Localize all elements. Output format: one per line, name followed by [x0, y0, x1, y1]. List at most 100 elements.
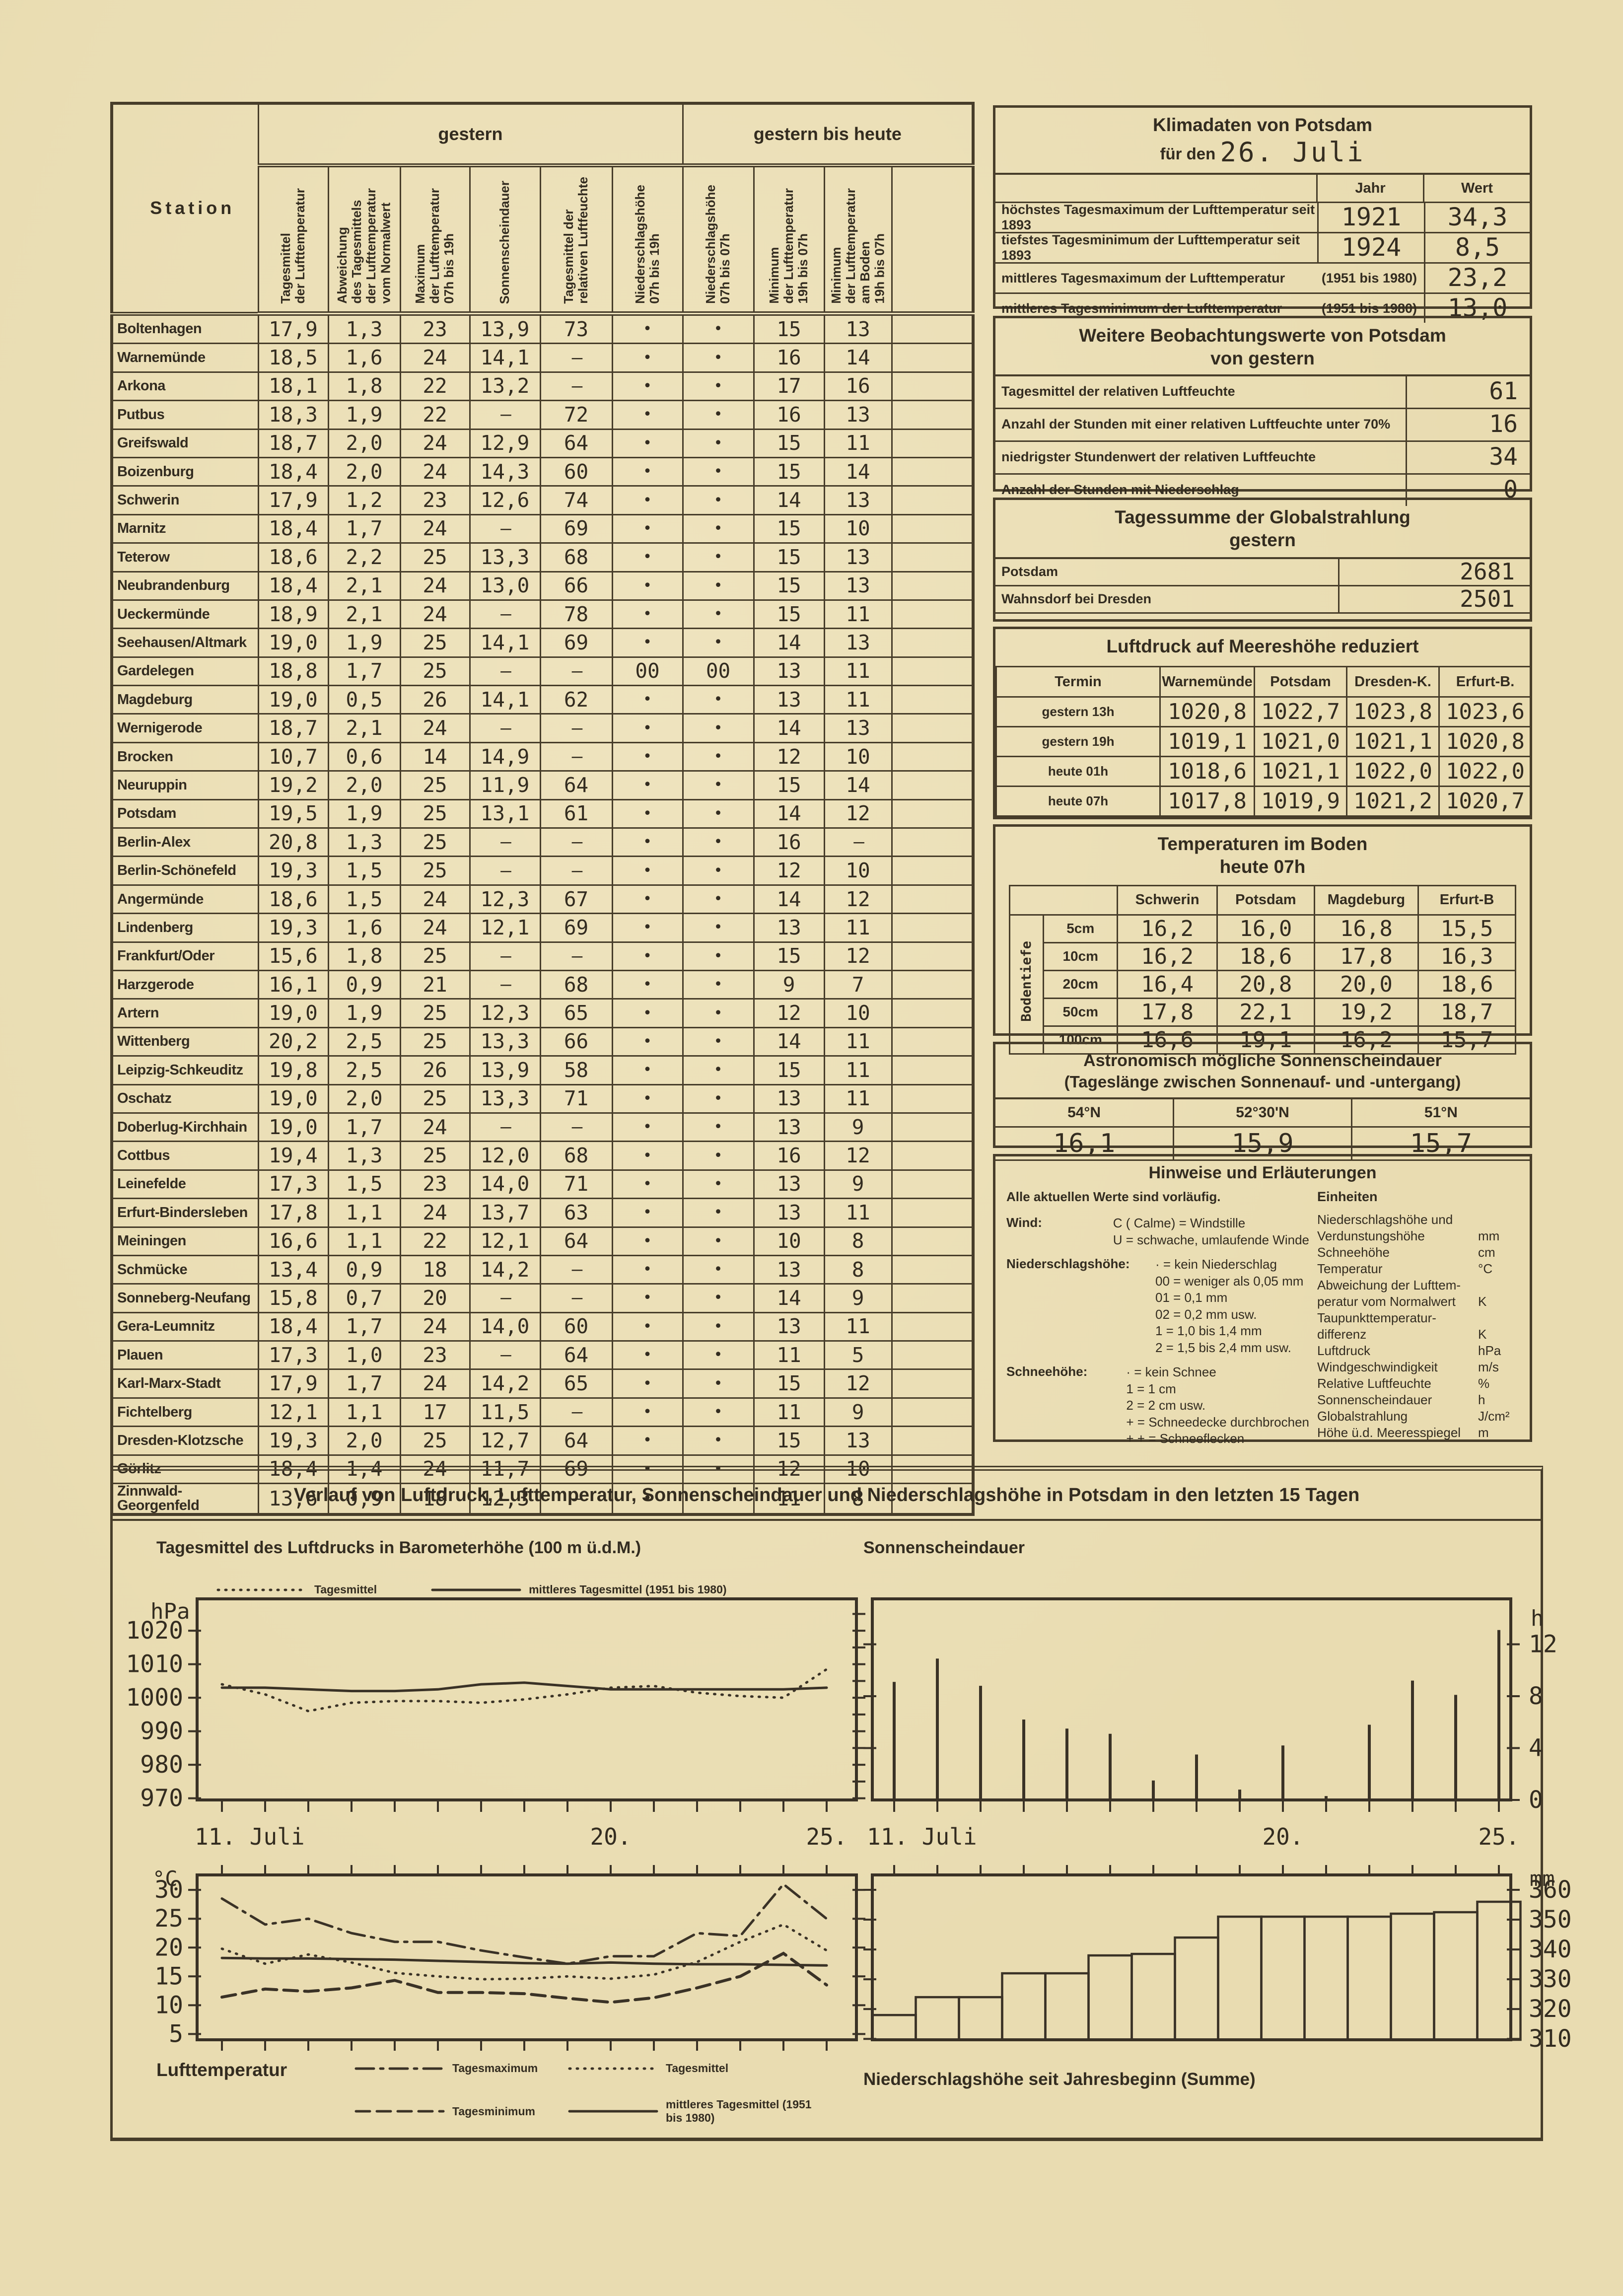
- value-cell: –: [539, 941, 613, 971]
- y-tick-label: 8: [1529, 1682, 1543, 1710]
- table-row: Greifswald 18,7 2,0 24 12,9 64 • • 15 11: [111, 428, 974, 458]
- station-cell: Magdeburg: [111, 685, 259, 715]
- value-cell: 13: [823, 571, 893, 601]
- value-cell: 25: [399, 770, 471, 800]
- station-cell: Fichtelberg: [111, 1397, 259, 1428]
- empty-cell: [891, 628, 974, 658]
- value-cell: 25: [399, 542, 471, 573]
- table-row: Oschatz 19,0 2,0 25 13,3 71 • • 13 11: [111, 1083, 974, 1114]
- bodentemperatur-title-line1: Temperaturen im Boden: [1157, 834, 1368, 854]
- value-cell: 2,1: [327, 571, 401, 601]
- value-cell: 17,8: [257, 1198, 329, 1228]
- value-cell: •: [611, 400, 684, 430]
- globalstrahlung-label: Wahnsdorf bei Dresden: [1001, 591, 1152, 606]
- value-cell: •: [682, 400, 755, 430]
- empty-cell: [891, 685, 974, 715]
- value-cell: 15: [753, 571, 825, 601]
- value-cell: 71: [539, 1083, 613, 1114]
- table-row: Neuruppin 19,2 2,0 25 11,9 64 • • 15 14: [111, 770, 974, 800]
- boden-value: 16,3: [1417, 941, 1517, 971]
- value-cell: –: [539, 1397, 613, 1428]
- value-cell: •: [611, 456, 684, 487]
- hinweise-block-defs: C ( Calme) = Windstille U = schwache, uml…: [1113, 1215, 1309, 1248]
- boden-row: 100cm 16,6 19,1 16,2 15,7: [1009, 1025, 1517, 1055]
- column-header-label: Minimum der Lufttemperatur am Boden 19h …: [828, 188, 887, 304]
- y-tick-label: 30: [154, 1876, 183, 1904]
- value-cell: 14: [399, 741, 471, 772]
- series-solid: [220, 1956, 828, 1967]
- beobachtungswerte-title: Weitere Beobachtungswerte von Potsdam vo…: [995, 318, 1530, 370]
- value-cell: 15,6: [257, 941, 329, 971]
- value-cell: •: [682, 542, 755, 573]
- value-cell: 25: [399, 656, 471, 687]
- value-cell: 61: [539, 798, 613, 829]
- value-cell: 1,8: [327, 941, 401, 971]
- column-header-label: Sonnenscheindauer: [497, 180, 512, 304]
- empty-cell: [891, 969, 974, 1000]
- hinweise-def: 2 = 1,5 bis 2,4 mm usw.: [1155, 1340, 1291, 1355]
- value-cell: 18,6: [257, 542, 329, 573]
- value-cell: 25: [399, 856, 471, 886]
- boden-value: 15,7: [1417, 1025, 1517, 1055]
- value-cell: 68: [539, 1141, 613, 1171]
- value-cell: 12,0: [469, 1141, 541, 1171]
- value-cell: 14,3: [469, 456, 541, 487]
- table-row: Dresden-Klotzsche 19,3 2,0 25 12,7 64 • • 15 13: [111, 1426, 974, 1456]
- value-cell: 9: [823, 1397, 893, 1428]
- value-cell: 12,6: [469, 485, 541, 515]
- value-cell: 20: [399, 1283, 471, 1313]
- group-header-gestern: gestern: [257, 102, 684, 167]
- value-cell: 16: [753, 400, 825, 430]
- einheit-row: Sonnenscheindauer h: [1317, 1392, 1528, 1408]
- table-row: Boltenhagen 17,9 1,3 23 13,9 73 • • 15 13: [111, 312, 974, 345]
- value-cell: 18: [399, 1254, 471, 1285]
- legend-sample-dashed: [354, 2110, 445, 2113]
- station-cell: Plauen: [111, 1340, 259, 1370]
- hinweise-legend: Wind: C ( Calme) = Windstille U = schwache…: [1006, 1215, 1309, 1455]
- luftdruck-value: 1022,7: [1254, 696, 1347, 728]
- legend-item: Tagesminimum: [354, 2098, 568, 2125]
- column-header-8: Minimum der Lufttemperatur am Boden 19h …: [823, 164, 893, 316]
- value-cell: •: [682, 741, 755, 772]
- luftdruck-header: Potsdam: [1254, 666, 1347, 698]
- pressure-legend: Tagesmittel mittleres Tagesmittel (1951 b…: [216, 1583, 727, 1596]
- legend-item: mittleres Tagesmittel (1951 bis 1980): [431, 1583, 727, 1596]
- luftdruck-value: 1020,8: [1159, 696, 1255, 728]
- value-cell: 67: [539, 884, 613, 915]
- empty-cell: [891, 1426, 974, 1456]
- einheit-unit: %: [1478, 1376, 1490, 1391]
- precip-bar: [1260, 1915, 1306, 2041]
- value-cell: •: [611, 1055, 684, 1085]
- group-header-gestern-bis-heute: gestern bis heute: [682, 102, 974, 167]
- table-row: Karl-Marx-Stadt 17,9 1,7 24 14,2 65 • • 15 12: [111, 1368, 974, 1399]
- value-cell: –: [539, 1254, 613, 1285]
- value-cell: –: [469, 969, 541, 1000]
- station-cell: Oschatz: [111, 1083, 259, 1114]
- value-cell: 15: [753, 941, 825, 971]
- value-cell: 19,3: [257, 856, 329, 886]
- value-cell: 58: [539, 1055, 613, 1085]
- einheit-row: Abweichung der Lufttem- peratur vom Norm…: [1317, 1277, 1528, 1310]
- column-header-label: Minimum der Lufttemperatur 19h bis 07h: [767, 188, 811, 304]
- legend-label: Tagesmittel: [314, 1583, 377, 1596]
- value-cell: 64: [539, 1226, 613, 1256]
- hinweise-block-head: Niederschlagshöhe:: [1006, 1256, 1130, 1271]
- value-cell: 60: [539, 1311, 613, 1342]
- klimadaten-row: mittleres Tagesmaximum der Lufttemperatu…: [995, 262, 1530, 293]
- value-cell: 13: [753, 1112, 825, 1143]
- klimadaten-title: Klimadaten von Potsdam: [1152, 115, 1373, 135]
- y-tick-label: 0: [1529, 1786, 1543, 1814]
- boden-value: 16,0: [1216, 914, 1315, 943]
- sunshine-chart-title: Sonnenscheindauer: [863, 1538, 1025, 1557]
- value-cell: 17,3: [257, 1340, 329, 1370]
- value-cell: 14,1: [469, 628, 541, 658]
- value-cell: 9: [823, 1112, 893, 1143]
- value-cell: 13,9: [469, 1055, 541, 1085]
- value-cell: •: [682, 827, 755, 858]
- value-cell: 1,3: [327, 312, 401, 345]
- table-row: Zinnwald-Georgenfeld 13,6 0,9 18 12,3– • • 11 8: [111, 1483, 974, 1515]
- column-header-3: Sonnenscheindauer: [469, 164, 541, 316]
- table-row: Wernigerode 18,7 2,1 24– – • • 14 13: [111, 713, 974, 743]
- precip-bar: [1001, 1972, 1047, 2041]
- value-cell: 14: [753, 485, 825, 515]
